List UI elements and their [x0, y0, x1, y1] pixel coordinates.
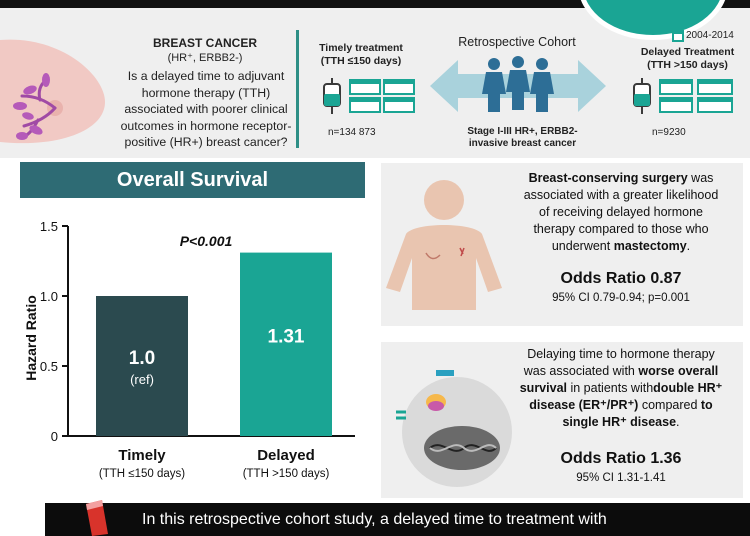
cohort-desc-line2: invasive breast cancer [468, 138, 577, 149]
pencil-icon [86, 500, 108, 536]
receptor-line5-post: . [676, 415, 680, 429]
conclusion-bar: In this retrospective cohort study, a de… [45, 503, 750, 536]
delayed-label-line2: (TTH >150 days) [647, 59, 728, 71]
odds-ratio-1: Odds Ratio 0.87 [560, 270, 682, 287]
cohort-description: Stage I-III HR+, ERBB2- invasive breast … [455, 126, 590, 150]
surgery-finding: Breast-conserving surgery was associated… [505, 170, 737, 255]
delayed-n: n=9230 [652, 127, 686, 138]
ci-1: 95% CI 0.79-0.94; p=0.001 [552, 292, 690, 304]
timely-n: n=134 873 [328, 127, 376, 138]
survival-bold: survival [519, 381, 567, 395]
er-pr-bold: disease (ER⁺/PR⁺) [529, 398, 639, 412]
bar-timely [96, 296, 188, 436]
top-bar [0, 0, 750, 8]
delayed-calendar-icons [633, 78, 733, 114]
category-timely-sub: (TTH ≤150 days) [99, 468, 185, 480]
timely-label: Timely treatment (TTH ≤150 days) [306, 42, 416, 68]
bar-delayed-value: 1.31 [268, 326, 305, 347]
delayed-label: Delayed Treatment (TTH >150 days) [630, 46, 745, 72]
delayed-label-line1: Delayed Treatment [640, 46, 735, 58]
cohort-arrow-people-icon [430, 56, 606, 112]
surgery-line5-pre: underwent [551, 239, 614, 253]
surgery-line4: therapy compared to those who [533, 222, 709, 236]
receptor-line3-mid: in patients with [567, 381, 654, 395]
cohort-desc-line1: Stage I-III HR+, ERBB2- [467, 126, 578, 137]
odds-ratio-2: Odds Ratio 1.36 [560, 450, 682, 467]
surgery-bold: Breast-conserving surgery [528, 171, 688, 185]
worse-overall-bold: worse overall [638, 364, 719, 378]
y-tick-label: 0.5 [40, 359, 58, 374]
iv-bag-icon [323, 78, 341, 114]
hazard-ratio-chart: Hazard Ratio 0 0.5 1.0 1.5 P<0.001 1.0 (ref… [23, 219, 355, 480]
category-delayed: Delayed [257, 447, 315, 464]
bar-timely-ref: (ref) [130, 372, 154, 387]
y-tick-label: 1.0 [40, 289, 58, 304]
bar-delayed [240, 252, 332, 436]
y-tick-label: 1.5 [40, 219, 58, 234]
double-hr-bold: double HR⁺ [653, 381, 723, 395]
ci-2: 95% CI 1.31-1.41 [576, 472, 666, 484]
surgery-line3: of receiving delayed hormone [539, 205, 703, 219]
breast-illustration-icon [0, 39, 105, 144]
calendar-small-icon [672, 30, 684, 42]
patient-silhouette-icon [386, 180, 502, 310]
receptor-finding: Delaying time to hormone therapy was ass… [503, 346, 739, 431]
timely-label-line1: Timely treatment [319, 42, 403, 54]
research-question: Is a delayed time to adjuvant hormone th… [120, 69, 292, 149]
y-tick-label: 0 [51, 429, 58, 444]
p-value: P<0.001 [180, 233, 233, 249]
cell-dna-icon [396, 370, 512, 487]
bar-timely-value: 1.0 [129, 348, 155, 369]
mastectomy-bold: mastectomy [613, 239, 687, 253]
y-axis-label: Hazard Ratio [23, 295, 39, 381]
overall-survival-title: Overall Survival [20, 162, 365, 198]
receptor-line1: Delaying time to hormone therapy [527, 347, 715, 361]
single-hr-bold: single HR⁺ disease [562, 415, 677, 429]
timely-calendar-icons [323, 78, 415, 114]
years-label: 2004-2014 [686, 30, 734, 41]
surgery-line2: associated with a greater likelihood [523, 188, 719, 202]
cohort-title: Retrospective Cohort [458, 35, 576, 49]
surgery-line1-rest: was [687, 171, 714, 185]
receptor-line4-post: compared [638, 398, 701, 412]
header-subtitle: (HR⁺, ERBB2-) [167, 52, 243, 64]
category-delayed-sub: (TTH >150 days) [243, 468, 330, 480]
category-timely: Timely [118, 447, 166, 464]
header-title: BREAST CANCER [152, 36, 257, 50]
to-bold: to [700, 398, 713, 412]
surgery-line5-post: . [686, 239, 691, 253]
conclusion-text: In this retrospective cohort study, a de… [142, 511, 607, 528]
header-divider [296, 30, 299, 148]
receptor-line2-pre: was associated with [523, 364, 639, 378]
timely-label-line2: (TTH ≤150 days) [320, 55, 402, 67]
